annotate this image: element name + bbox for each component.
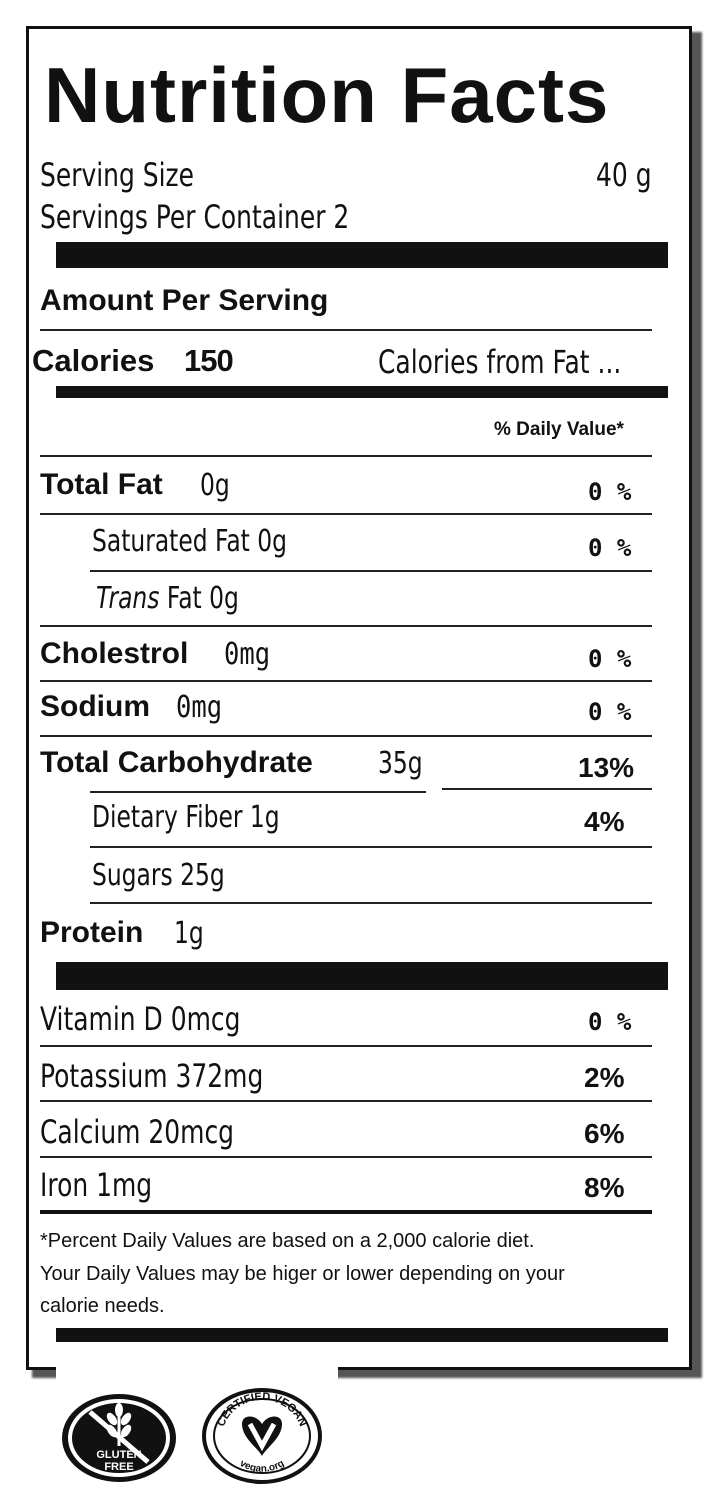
vitamin-d-label: Vitamin D 0mcg: [40, 1000, 241, 1038]
vegan-bottom-text: vegan.org: [238, 1458, 286, 1475]
gluten-free-badge: GLUTEN FREE: [60, 1392, 178, 1484]
cholesterol-label: Cholestrol: [40, 637, 189, 670]
rule-sat: [90, 570, 652, 572]
thick-divider-1: [56, 242, 668, 268]
total-carb-amount: 35g: [378, 746, 423, 781]
servings-per-container: Servings Per Container 2: [40, 198, 350, 236]
serving-size-value: 40 g: [596, 156, 652, 194]
sodium-label: Sodium: [40, 690, 150, 723]
daily-value-header: % Daily Value*: [494, 419, 624, 440]
dietary-fiber-label: Dietary Fiber 1g: [92, 800, 280, 835]
vitamin-d-dv: 0 %: [588, 1008, 632, 1036]
rule-sodium: [40, 735, 652, 737]
serving-size-label: Serving Size: [40, 156, 195, 194]
footnote-line-2: Your Daily Values may be higer or lower …: [40, 1263, 565, 1285]
calcium-label: Calcium 20mcg: [40, 1113, 235, 1151]
iron-dv: 8%: [584, 1172, 625, 1203]
calories-from-fat: Calories from Fat ...: [378, 343, 622, 381]
amount-per-serving: Amount Per Serving: [40, 284, 329, 317]
rule-trans: [40, 625, 652, 627]
sugars-label: Sugars 25g: [92, 858, 225, 893]
vegan-heart-icon: CERTIFIED VEGAN vegan.org: [202, 1388, 322, 1484]
thick-divider-bottom: [56, 1328, 668, 1342]
rule-potassium: [40, 1100, 652, 1102]
footnote-line-1: *Percent Daily Values are based on a 2,0…: [40, 1230, 535, 1252]
protein-label: Protein: [40, 916, 144, 949]
trans-fat-name: Fat 0g: [159, 581, 239, 616]
total-fat-label: Total Fat: [40, 468, 163, 501]
rule-fiber: [90, 846, 652, 848]
gluten-free-line-2: FREE: [104, 1461, 133, 1473]
label-tear-patch: [56, 1342, 338, 1382]
calories-label: Calories: [32, 343, 155, 378]
rule-fat: [40, 513, 652, 515]
rule-dv: [40, 455, 652, 457]
calories-value: 150: [184, 343, 234, 378]
cholesterol-amount: 0mg: [224, 637, 271, 672]
rule-chol: [40, 680, 652, 682]
protein-amount: 1g: [174, 916, 204, 951]
potassium-dv: 2%: [584, 1062, 625, 1093]
iron-label: Iron 1mg: [40, 1166, 153, 1204]
total-carb-label: Total Carbohydrate: [40, 746, 313, 779]
total-fat-amount: 0g: [200, 468, 230, 503]
potassium-label: Potassium 372mg: [40, 1057, 264, 1095]
trans-fat-italic: Trans: [96, 581, 160, 616]
sodium-dv: 0 %: [588, 698, 632, 726]
trans-fat-label: Trans Fat 0g: [96, 581, 239, 616]
saturated-fat-label: Saturated Fat 0g: [92, 524, 288, 559]
cholesterol-dv: 0 %: [588, 645, 632, 673]
rule-carb-left: [90, 791, 426, 793]
rule-carb-right: [442, 788, 652, 790]
saturated-fat-dv: 0 %: [588, 534, 632, 562]
rule-amount: [40, 329, 652, 331]
label-title: Nutrition Facts: [44, 51, 610, 139]
rule-vitd: [40, 1045, 652, 1047]
sodium-amount: 0mg: [176, 690, 223, 725]
calcium-dv: 6%: [584, 1118, 625, 1149]
certified-vegan-badge: CERTIFIED VEGAN vegan.org: [200, 1386, 324, 1486]
gluten-free-line-1: GLUTEN: [96, 1449, 141, 1461]
rule-calcium: [40, 1156, 652, 1158]
rule-sugars: [90, 902, 652, 904]
footnote-line-3: calorie needs.: [40, 1295, 165, 1317]
thick-divider-3: [56, 962, 668, 990]
total-fat-dv: 0 %: [588, 478, 632, 506]
thick-divider-2: [56, 386, 668, 398]
dietary-fiber-dv: 4%: [584, 806, 625, 837]
gluten-free-icon: GLUTEN FREE: [62, 1394, 176, 1482]
total-carb-dv: 13%: [578, 752, 635, 783]
rule-iron: [40, 1210, 652, 1214]
